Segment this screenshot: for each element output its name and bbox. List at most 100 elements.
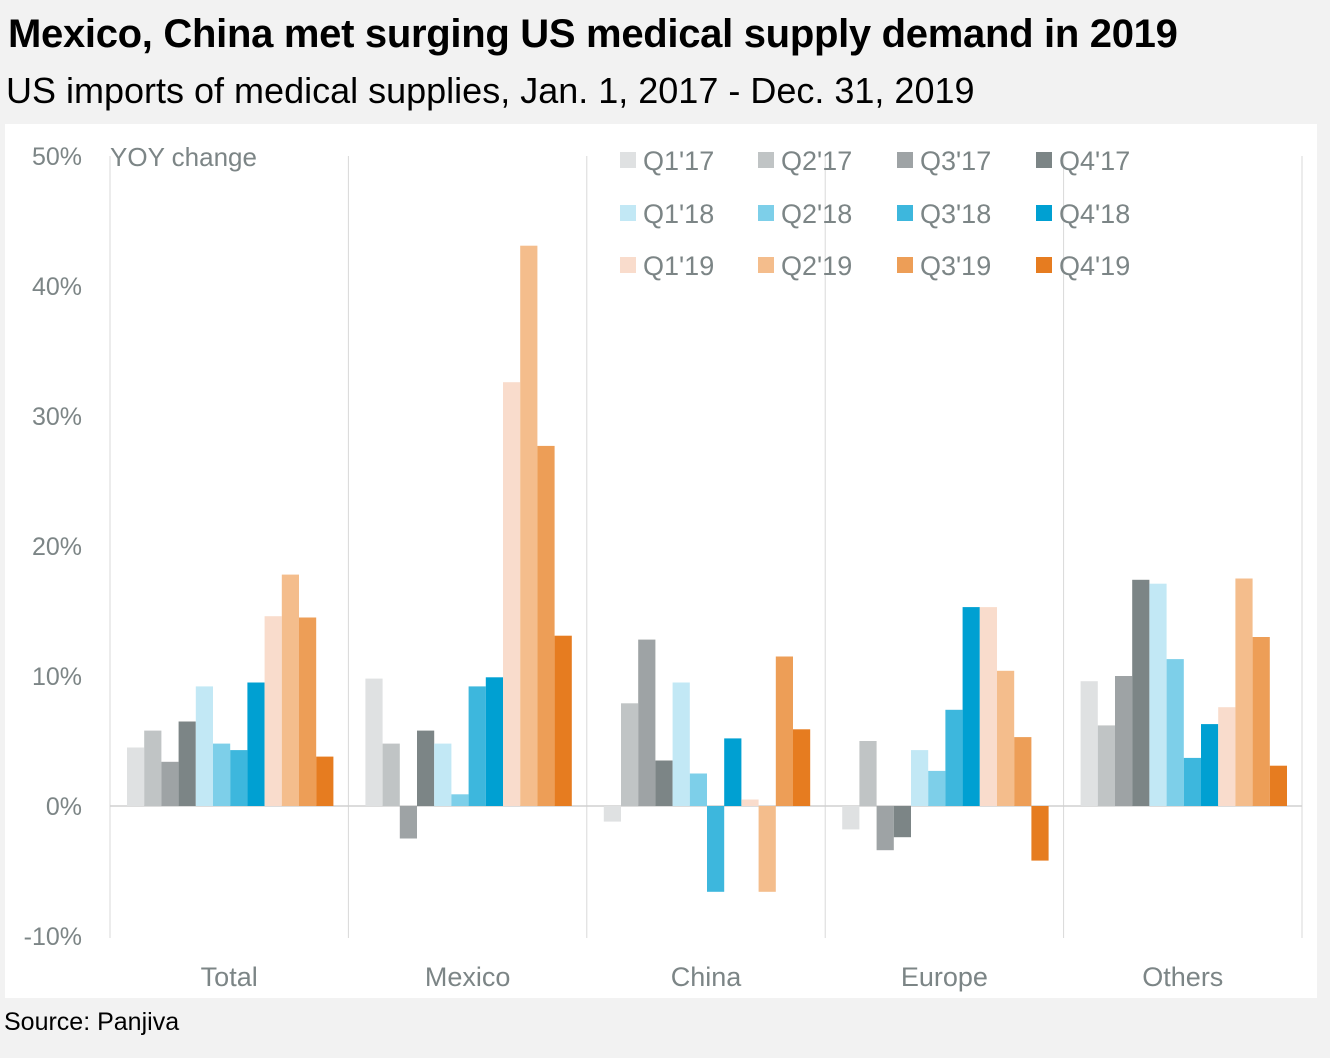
chart-title: Mexico, China met surging US medical sup… <box>8 12 1178 56</box>
legend-swatch <box>1036 152 1052 168</box>
legend-label: Q2'17 <box>781 146 852 176</box>
bar-china-Q119 <box>741 799 759 806</box>
bar-mexico-Q119 <box>503 382 521 806</box>
source-note: Source: Panjiva <box>4 1008 180 1036</box>
bar-china-Q219 <box>758 806 776 892</box>
bar-others-Q319 <box>1252 637 1270 806</box>
bar-total-Q417 <box>178 721 196 806</box>
bar-china-Q419 <box>793 729 811 806</box>
legend-label: Q1'18 <box>643 199 714 229</box>
bar-others-Q118 <box>1149 583 1167 806</box>
bar-europe-Q119 <box>979 607 997 806</box>
bar-others-Q219 <box>1235 578 1253 806</box>
bar-europe-Q317 <box>876 806 894 851</box>
bar-others-Q418 <box>1201 724 1219 806</box>
bar-mexico-Q418 <box>485 677 503 806</box>
bar-china-Q317 <box>638 639 656 806</box>
bar-mexico-Q319 <box>537 445 555 806</box>
y-tick-label: 40% <box>32 273 82 301</box>
legend-swatch <box>758 257 774 273</box>
bar-others-Q217 <box>1097 725 1115 806</box>
bar-china-Q117 <box>603 806 621 822</box>
x-tick-label: Total <box>201 962 258 992</box>
bar-europe-Q219 <box>997 670 1015 806</box>
bar-others-Q117 <box>1080 681 1098 806</box>
legend-swatch <box>897 205 913 221</box>
bar-china-Q118 <box>672 682 690 806</box>
bar-mexico-Q217 <box>382 743 400 806</box>
bar-europe-Q118 <box>911 750 929 806</box>
legend-swatch <box>1036 205 1052 221</box>
bar-total-Q117 <box>127 747 145 806</box>
y-tick-label: 20% <box>32 533 82 561</box>
bar-total-Q218 <box>213 743 231 806</box>
bar-europe-Q417 <box>893 806 911 838</box>
bar-europe-Q318 <box>945 709 963 806</box>
y-tick-label: 50% <box>32 143 82 171</box>
legend-label: Q4'17 <box>1059 146 1130 176</box>
legend-label: Q4'19 <box>1059 251 1130 281</box>
bar-others-Q119 <box>1218 707 1236 806</box>
chart-subtitle: US imports of medical supplies, Jan. 1, … <box>6 70 975 111</box>
bar-europe-Q217 <box>859 741 877 806</box>
legend-label: Q3'19 <box>920 251 991 281</box>
legend-swatch <box>897 152 913 168</box>
bar-mexico-Q118 <box>434 743 452 806</box>
legend-swatch <box>620 152 636 168</box>
legend-swatch <box>1036 257 1052 273</box>
bar-total-Q217 <box>144 730 162 806</box>
bar-total-Q118 <box>195 686 213 806</box>
bar-mexico-Q218 <box>451 794 469 806</box>
x-tick-label: China <box>671 962 743 992</box>
bar-others-Q419 <box>1269 765 1287 806</box>
bar-others-Q218 <box>1166 659 1184 806</box>
bar-others-Q317 <box>1115 676 1133 806</box>
legend-label: Q3'18 <box>920 199 991 229</box>
bar-mexico-Q117 <box>365 678 383 806</box>
legend-label: Q1'19 <box>643 251 714 281</box>
bar-china-Q417 <box>655 760 673 806</box>
legend-swatch <box>620 205 636 221</box>
bar-europe-Q319 <box>1014 737 1032 806</box>
y-tick-label: 10% <box>32 663 82 691</box>
legend-swatch <box>758 205 774 221</box>
bar-mexico-Q219 <box>520 245 538 806</box>
legend-label: Q4'18 <box>1059 199 1130 229</box>
bar-total-Q419 <box>316 756 334 806</box>
bar-china-Q318 <box>707 806 725 892</box>
bar-mexico-Q317 <box>399 806 417 839</box>
bar-total-Q319 <box>299 617 317 806</box>
bar-china-Q418 <box>724 738 742 806</box>
bar-china-Q319 <box>775 656 793 806</box>
legend-swatch <box>620 257 636 273</box>
bar-total-Q418 <box>247 682 265 806</box>
bar-total-Q317 <box>161 761 179 806</box>
y-axis-label: YOY change <box>110 142 257 172</box>
bar-china-Q218 <box>689 773 707 806</box>
bar-total-Q318 <box>230 750 248 806</box>
legend-swatch <box>897 257 913 273</box>
x-tick-label: Europe <box>901 962 988 992</box>
bar-others-Q417 <box>1132 579 1150 806</box>
y-tick-label: 30% <box>32 403 82 431</box>
bar-mexico-Q318 <box>468 686 486 806</box>
x-tick-label: Others <box>1142 962 1223 992</box>
y-tick-label: -10% <box>24 923 82 951</box>
y-tick-label: 0% <box>46 793 82 821</box>
x-tick-label: Mexico <box>425 962 511 992</box>
bar-europe-Q117 <box>842 806 860 830</box>
bar-europe-Q218 <box>928 770 946 806</box>
legend-label: Q1'17 <box>643 146 714 176</box>
bar-mexico-Q417 <box>417 730 435 806</box>
bar-europe-Q419 <box>1031 806 1049 861</box>
legend-label: Q3'17 <box>920 146 991 176</box>
bar-total-Q219 <box>281 574 299 806</box>
bar-europe-Q418 <box>962 607 980 806</box>
bar-mexico-Q419 <box>554 635 572 806</box>
legend-label: Q2'19 <box>781 251 852 281</box>
bar-china-Q217 <box>621 703 639 806</box>
legend-label: Q2'18 <box>781 199 852 229</box>
bar-total-Q119 <box>264 616 282 806</box>
bar-others-Q318 <box>1183 757 1201 806</box>
